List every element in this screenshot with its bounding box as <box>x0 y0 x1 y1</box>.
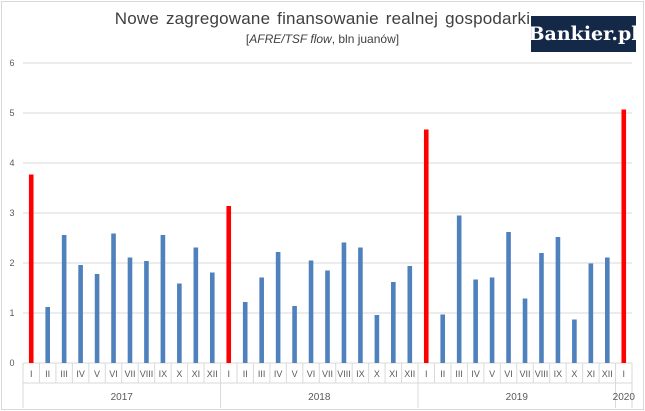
bar <box>242 302 248 363</box>
x-tick-label: III <box>455 369 463 379</box>
bar <box>489 277 495 363</box>
x-tick-label: III <box>258 369 266 379</box>
x-tick-label: XI <box>389 369 398 379</box>
bar <box>61 235 67 363</box>
x-tick-label: XII <box>602 369 613 379</box>
bar <box>160 235 166 363</box>
y-tick-label: 6 <box>9 58 14 68</box>
x-tick-label: V <box>94 369 100 379</box>
bankier-logo: Bankier.pl <box>528 16 639 52</box>
bar <box>621 109 627 363</box>
x-tick-label: VI <box>109 369 118 379</box>
bar <box>308 260 314 363</box>
subtitle-rest: , bln juanów <box>331 32 396 46</box>
bar <box>28 174 34 363</box>
x-tick-label: VIII <box>337 369 351 379</box>
bar <box>423 129 429 363</box>
y-tick-label: 3 <box>9 208 14 218</box>
year-label: 2020 <box>613 392 636 403</box>
bar <box>391 282 396 363</box>
chart-title: Nowe zagregowane finansowanie realnej go… <box>114 9 531 28</box>
bar <box>111 233 116 363</box>
bar <box>94 274 100 363</box>
bar <box>588 263 594 363</box>
bar <box>292 306 297 363</box>
x-tick-label: IX <box>554 369 563 379</box>
x-tick-label: I <box>425 369 428 379</box>
subtitle-italic: AFRE/TSF flow <box>249 32 332 46</box>
bar <box>605 257 610 363</box>
bar <box>78 265 83 363</box>
x-tick-label: V <box>489 369 495 379</box>
bar <box>374 315 380 363</box>
bar <box>275 252 281 363</box>
x-tick-label: I <box>623 369 626 379</box>
bar <box>341 242 347 363</box>
x-tick-label: IX <box>356 369 365 379</box>
bar <box>144 261 149 363</box>
x-tick-label: XII <box>207 369 218 379</box>
x-tick-label: II <box>440 369 445 379</box>
bar <box>407 266 413 363</box>
x-tick-label: II <box>45 369 50 379</box>
chart-subtitle: [AFRE/TSF flow, bln juanów] <box>245 32 400 46</box>
x-tick-label: III <box>60 369 68 379</box>
x-tick-label: XI <box>192 369 201 379</box>
bar <box>325 270 330 363</box>
x-tick-label: VII <box>124 369 135 379</box>
bar <box>506 232 511 363</box>
x-tick-label: I <box>227 369 230 379</box>
bar <box>522 298 528 363</box>
bar <box>127 257 133 363</box>
x-tick-label: VIII <box>535 369 549 379</box>
x-tick-label: V <box>292 369 298 379</box>
bar <box>45 307 50 363</box>
x-tick-label: IV <box>76 369 85 379</box>
year-label: 2019 <box>506 392 529 403</box>
x-tick-label: IV <box>274 369 283 379</box>
x-tick-label: XI <box>587 369 596 379</box>
bar <box>226 206 232 363</box>
y-tick-label: 4 <box>9 158 14 168</box>
x-tick-label: IX <box>159 369 168 379</box>
x-tick-label: VI <box>504 369 513 379</box>
x-tick-label: VIII <box>140 369 154 379</box>
bar <box>456 215 462 363</box>
x-tick-label: XII <box>404 369 415 379</box>
x-tick-label: II <box>243 369 248 379</box>
x-tick-label: VII <box>322 369 333 379</box>
x-tick-label: X <box>571 369 577 379</box>
x-tick-label: I <box>30 369 33 379</box>
x-tick-label: X <box>176 369 182 379</box>
bar <box>555 237 561 363</box>
x-tick-label: IV <box>471 369 480 379</box>
bar <box>209 272 215 363</box>
y-tick-label: 1 <box>9 308 14 318</box>
bar <box>193 247 199 363</box>
bar <box>572 319 577 363</box>
bar <box>358 247 363 363</box>
bar <box>473 279 478 363</box>
x-tick-label: VI <box>307 369 316 379</box>
bar <box>539 253 544 363</box>
bar <box>177 283 182 363</box>
y-tick-label: 2 <box>9 258 14 268</box>
bar <box>259 277 264 363</box>
year-label: 2018 <box>308 392 331 403</box>
bar <box>440 314 446 363</box>
y-tick-label: 0 <box>9 358 14 368</box>
x-tick-label: X <box>374 369 380 379</box>
year-label: 2017 <box>111 392 134 403</box>
y-tick-label: 5 <box>9 108 14 118</box>
x-tick-label: VII <box>520 369 531 379</box>
